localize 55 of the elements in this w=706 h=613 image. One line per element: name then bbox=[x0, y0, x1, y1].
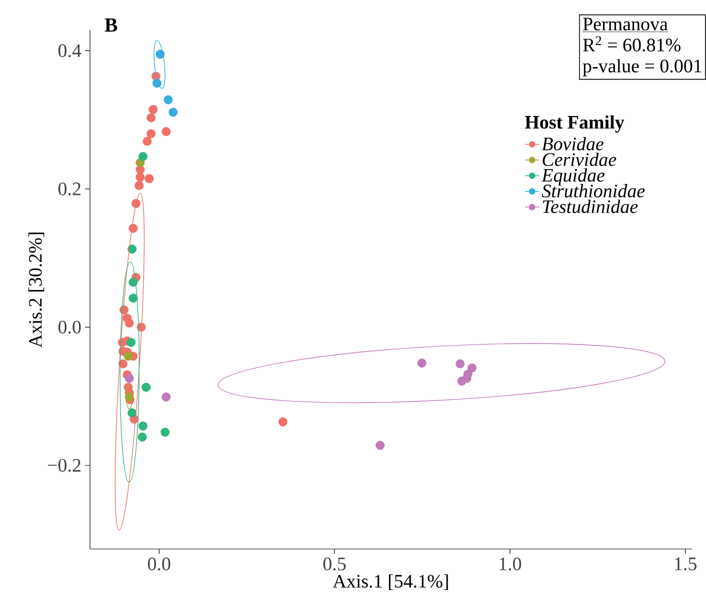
point bbox=[278, 417, 288, 426]
point bbox=[376, 440, 385, 450]
point bbox=[138, 152, 148, 161]
point bbox=[128, 408, 137, 418]
legend-label: Cerividae bbox=[542, 152, 616, 166]
legend-title: Host Family bbox=[524, 115, 624, 133]
point bbox=[142, 136, 152, 146]
point bbox=[138, 432, 147, 442]
point bbox=[148, 104, 158, 114]
legend-label: Struthionidae bbox=[542, 184, 645, 198]
y-tick-label: 0.4 bbox=[58, 44, 82, 58]
point bbox=[146, 113, 156, 122]
point bbox=[456, 359, 465, 368]
point bbox=[417, 358, 426, 368]
point bbox=[124, 374, 134, 383]
legend-label: Testudinidae bbox=[542, 200, 638, 214]
point bbox=[134, 180, 144, 190]
point bbox=[124, 318, 134, 328]
point bbox=[162, 392, 171, 402]
point bbox=[128, 224, 138, 233]
point bbox=[168, 108, 178, 117]
y-tick-label: 0.2 bbox=[58, 182, 80, 196]
point bbox=[142, 382, 151, 392]
legend-label: Bovidae bbox=[542, 137, 604, 150]
y-axis-title: Axis.2 [30.2%] bbox=[28, 232, 44, 348]
point bbox=[152, 78, 162, 88]
annotation: R$^{2}$ = 60.81% bbox=[583, 36, 680, 52]
point bbox=[131, 198, 140, 208]
x-tick-label: 0.5 bbox=[323, 558, 346, 570]
point bbox=[146, 129, 156, 138]
x-axis-title: Axis.1 [54.1%] bbox=[332, 574, 448, 590]
point bbox=[124, 352, 133, 361]
point bbox=[144, 174, 154, 184]
point bbox=[126, 338, 136, 347]
point bbox=[164, 95, 173, 104]
point bbox=[162, 127, 171, 136]
y-tick-label: −0.2 bbox=[48, 458, 80, 472]
chart-title: B bbox=[104, 18, 118, 32]
annotation: Permanova bbox=[583, 18, 668, 30]
legend-label: Equidae bbox=[541, 168, 605, 186]
point bbox=[124, 392, 134, 402]
annotation: p-value = 0.001 bbox=[582, 59, 702, 76]
point bbox=[118, 359, 128, 368]
x-tick-label: 0.0 bbox=[148, 558, 170, 570]
point bbox=[128, 278, 138, 287]
point bbox=[136, 172, 145, 182]
point bbox=[160, 428, 170, 437]
point bbox=[128, 244, 137, 254]
x-tick-label: 1.0 bbox=[500, 558, 522, 570]
x-tick-label: 1.5 bbox=[675, 558, 696, 570]
point bbox=[156, 50, 165, 59]
point bbox=[128, 294, 138, 303]
y-tick-label: 0.0 bbox=[58, 320, 81, 334]
point bbox=[468, 363, 477, 372]
point bbox=[138, 421, 148, 430]
